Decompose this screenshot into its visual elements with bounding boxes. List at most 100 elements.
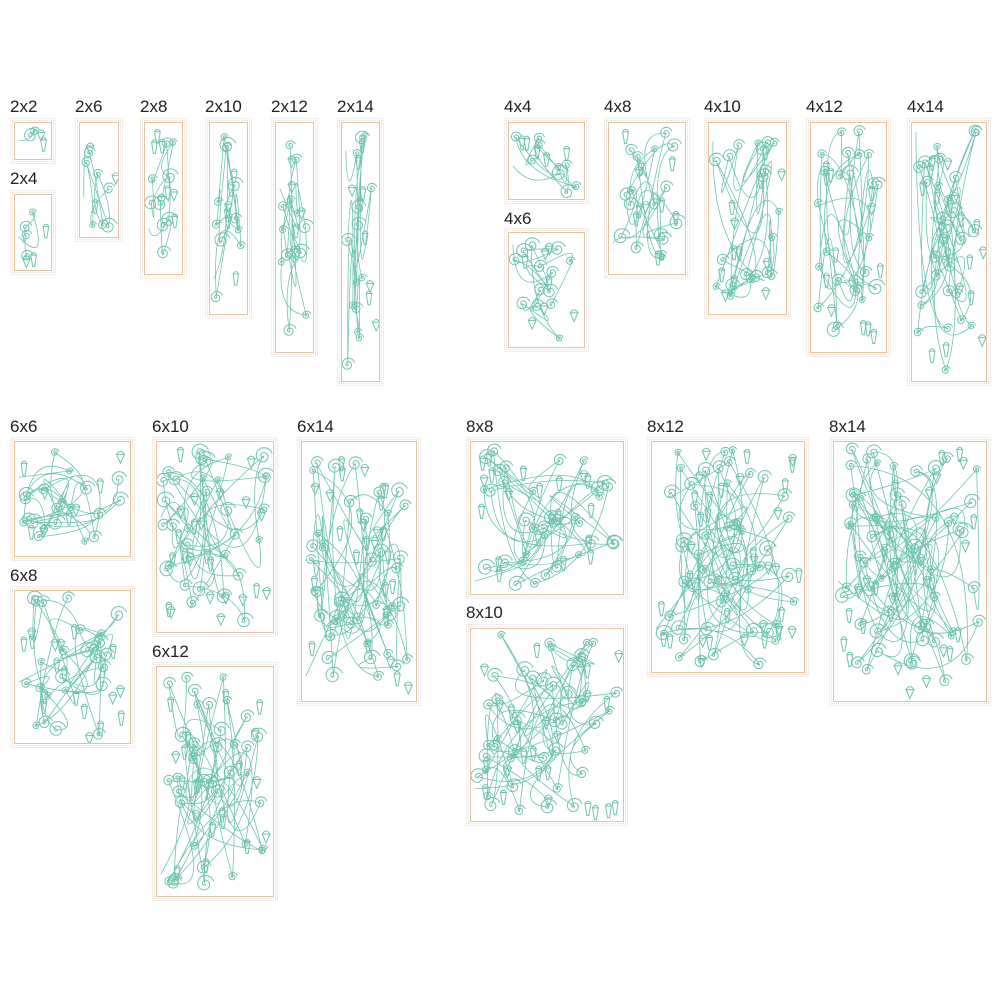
swirl-motif xyxy=(837,127,847,137)
sundae-glass-icon xyxy=(967,290,975,306)
swirl-motif xyxy=(551,164,569,180)
swirl-motif xyxy=(285,140,296,150)
swirl-pattern xyxy=(471,630,623,821)
stitch-border xyxy=(12,588,133,746)
swirl-motif xyxy=(817,149,827,158)
sundae-glass-icon xyxy=(717,482,725,498)
sundae-glass-icon xyxy=(507,704,515,720)
swirl-pattern xyxy=(18,448,129,545)
swirl-motif xyxy=(487,443,502,457)
swirl-pattern xyxy=(813,125,886,344)
swirl-motif xyxy=(723,456,736,467)
sundae-glass-icon xyxy=(356,508,364,524)
ice-cream-cone-icon xyxy=(84,732,95,743)
swirl-motif xyxy=(484,796,501,812)
sundae-glass-icon xyxy=(42,223,50,239)
swirl-motif xyxy=(551,241,566,255)
sundae-glass-icon xyxy=(846,651,854,668)
swirl-motif xyxy=(168,471,184,486)
swirl-motif xyxy=(601,478,617,492)
swirl-motif xyxy=(355,130,371,144)
ice-cream-cone-icon xyxy=(921,675,932,689)
vine-line xyxy=(18,211,39,257)
swirl-motif xyxy=(156,217,172,232)
ice-cream-cone-icon xyxy=(171,750,181,765)
ice-cream-cone-icon xyxy=(761,287,771,301)
swirl-motif xyxy=(216,588,233,603)
swirl-motif xyxy=(674,448,683,456)
swirl-pattern xyxy=(210,133,246,303)
swirl-motif xyxy=(775,207,784,215)
sundae-glass-icon xyxy=(845,607,853,624)
sundae-glass-icon xyxy=(479,455,487,471)
swirl-motif xyxy=(88,530,103,543)
vine-line xyxy=(612,132,678,260)
swirl-motif xyxy=(181,551,195,564)
stitch-border xyxy=(649,439,807,675)
sundae-glass-icon xyxy=(60,665,68,682)
swirl-motif xyxy=(191,443,209,460)
embroidery-block-2x12 xyxy=(271,118,318,357)
ice-cream-cone-icon xyxy=(479,474,489,488)
swirl-motif xyxy=(373,670,385,681)
swirl-motif xyxy=(363,639,372,648)
swirl-motif xyxy=(943,323,954,333)
swirl-motif xyxy=(81,157,93,167)
swirl-motif xyxy=(237,612,254,628)
swirl-motif xyxy=(197,451,216,467)
swirl-motif xyxy=(917,301,927,310)
swirl-motif xyxy=(172,785,186,797)
swirl-motif xyxy=(37,595,51,607)
ice-cream-cone-icon xyxy=(250,727,260,742)
sundae-glass-icon xyxy=(176,446,185,463)
swirl-motif xyxy=(674,652,685,662)
sundae-glass-icon xyxy=(946,645,954,662)
swirl-pattern xyxy=(342,130,379,370)
vine-line xyxy=(148,142,174,256)
embroidery-block-2x2 xyxy=(10,118,56,164)
swirl-motif xyxy=(166,518,180,531)
swirl-pattern xyxy=(18,591,127,743)
sundae-glass-icon xyxy=(96,478,104,494)
swirl-motif xyxy=(769,137,780,147)
swirl-motif xyxy=(277,258,287,266)
swirl-motif xyxy=(630,241,644,254)
swirl-motif xyxy=(342,232,356,246)
size-label: 8x8 xyxy=(466,417,494,436)
sundae-glass-icon xyxy=(381,482,390,499)
swirl-motif xyxy=(835,587,853,603)
swirl-motif xyxy=(753,657,767,670)
swirl-motif xyxy=(49,720,66,736)
ice-cream-cone-icon xyxy=(854,585,864,600)
swirl-motif xyxy=(262,472,271,480)
ice-cream-cone-icon xyxy=(238,593,248,608)
sundae-glass-icon xyxy=(495,556,503,572)
swirl-motif xyxy=(190,842,200,850)
swirl-motif xyxy=(391,562,404,574)
swirl-motif xyxy=(145,195,160,210)
swirl-motif xyxy=(547,643,557,652)
swirl-motif xyxy=(548,712,565,728)
ice-cream-cone-icon xyxy=(777,168,786,182)
embroidery-block-2x8 xyxy=(140,118,187,279)
swirl-motif xyxy=(157,472,172,487)
embroidery-block-4x4 xyxy=(504,118,589,204)
sundae-glass-icon xyxy=(728,199,736,216)
swirl-motif xyxy=(510,131,522,142)
swirl-motif xyxy=(237,241,246,250)
size-label: 4x10 xyxy=(704,97,741,116)
embroidery-block-8x14 xyxy=(829,437,991,706)
sundae-glass-icon xyxy=(171,213,179,229)
embroidery-block-4x10 xyxy=(704,118,791,319)
ice-cream-cone-icon xyxy=(256,508,267,523)
ice-cream-cone-icon xyxy=(365,280,375,294)
swirl-motif xyxy=(163,676,177,689)
size-label: 6x10 xyxy=(152,417,189,436)
swirl-motif xyxy=(613,228,631,244)
swirl-motif xyxy=(859,265,873,278)
swirl-motif xyxy=(111,471,127,485)
swirl-motif xyxy=(826,321,844,337)
swirl-motif xyxy=(355,333,365,342)
swirl-motif xyxy=(939,674,953,687)
sundae-glass-icon xyxy=(583,662,592,679)
